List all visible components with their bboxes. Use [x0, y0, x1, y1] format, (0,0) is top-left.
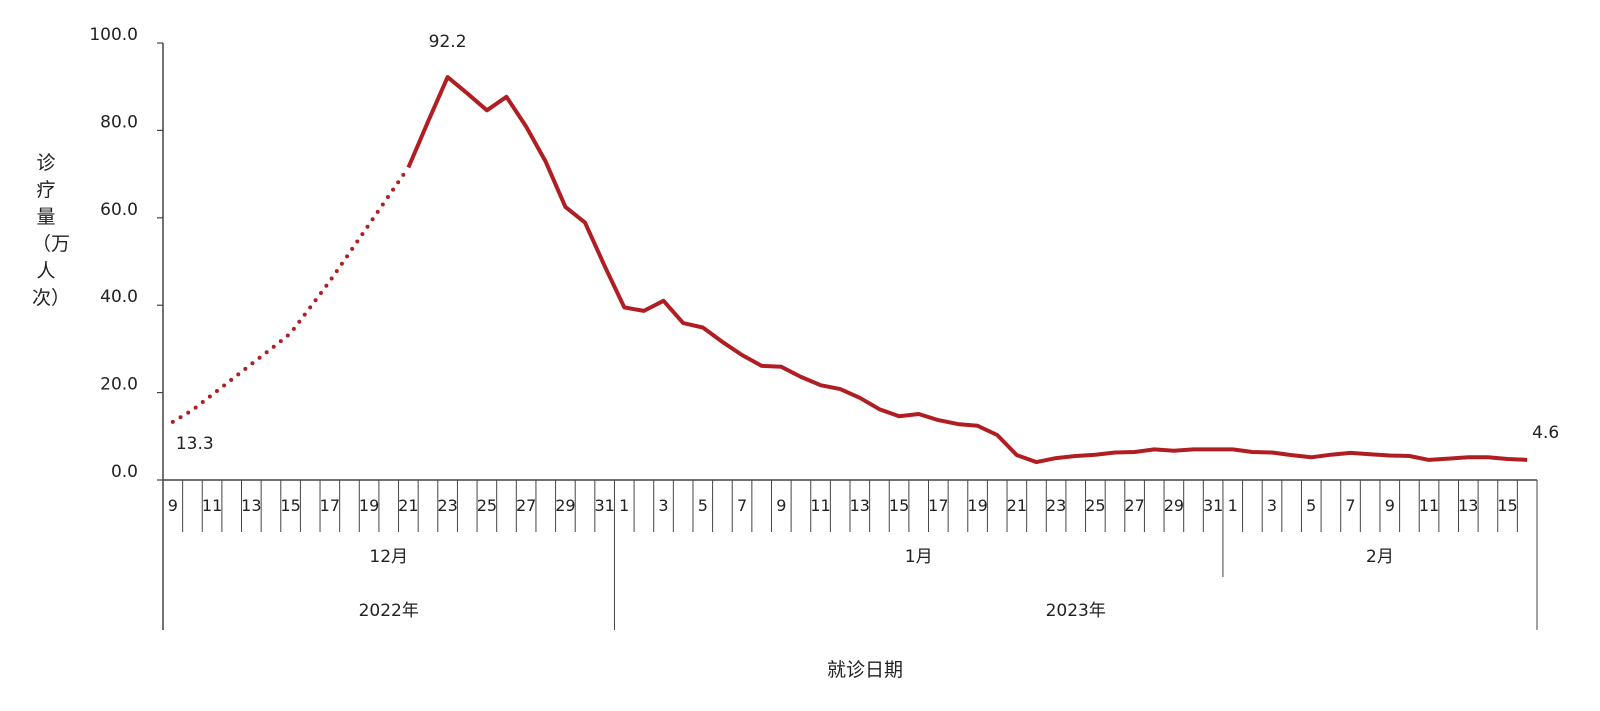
x-tick-label: 1: [1228, 496, 1238, 515]
x-tick-label: 11: [202, 496, 222, 515]
x-tick-label: 7: [737, 496, 747, 515]
y-axis: 0.0 20.0 40.0 60.0 80.0 100.0: [89, 25, 164, 630]
x-tick-label: 5: [1306, 496, 1316, 515]
data-labels: 13.3 92.2 4.6: [176, 32, 1559, 454]
series-line-dotted: [170, 165, 411, 424]
x-tick-label: 17: [928, 496, 948, 515]
x-tick-label: 15: [280, 496, 300, 515]
x-tick-label: 7: [1345, 496, 1355, 515]
x-tick-label: 11: [1419, 496, 1439, 515]
y-tick-label: 40.0: [100, 287, 138, 307]
x-tick-label: 17: [320, 496, 340, 515]
x-tick-label: 11: [810, 496, 830, 515]
data-label: 92.2: [429, 32, 467, 52]
x-tick-label: 23: [437, 496, 457, 515]
x-tick-label: 3: [658, 496, 668, 515]
series-line: [170, 75, 1528, 465]
x-tick-label: 25: [1085, 496, 1105, 515]
x-tick-label: 9: [776, 496, 786, 515]
x-tick-label: 19: [967, 496, 987, 515]
data-label: 13.3: [176, 434, 214, 454]
x-tick-label: 1: [619, 496, 629, 515]
x-tick-label: 31: [594, 496, 614, 515]
y-tick-label: 100.0: [89, 25, 138, 45]
year-label: 2023年: [1046, 601, 1106, 621]
x-tick-label: 21: [398, 496, 418, 515]
month-label: 2月: [1366, 547, 1394, 567]
x-tick-label: 19: [359, 496, 379, 515]
x-axis-label: 就诊日期: [827, 659, 903, 681]
x-tick-label: 13: [241, 496, 261, 515]
x-tick-label: 21: [1007, 496, 1027, 515]
x-tick-label: 29: [555, 496, 575, 515]
y-tick-label: 80.0: [100, 112, 138, 132]
y-tick-label: 0.0: [111, 462, 138, 482]
month-label: 12月: [369, 547, 408, 567]
x-tick-label: 23: [1046, 496, 1066, 515]
series-line-solid: [406, 75, 1528, 465]
year-label: 2022年: [359, 601, 419, 621]
x-tick-label: 15: [889, 496, 909, 515]
x-tick-label: 31: [1203, 496, 1223, 515]
data-label: 4.6: [1532, 423, 1559, 443]
y-tick-label: 60.0: [100, 200, 138, 220]
x-tick-label: 9: [1385, 496, 1395, 515]
x-tick-label: 27: [516, 496, 536, 515]
x-tick-label: 5: [698, 496, 708, 515]
x-tick-label: 3: [1267, 496, 1277, 515]
x-tick-label: 13: [1458, 496, 1478, 515]
x-tick-label: 25: [477, 496, 497, 515]
x-tick-label: 27: [1124, 496, 1144, 515]
y-tick-label: 20.0: [100, 375, 138, 395]
x-tick-label: 13: [850, 496, 870, 515]
month-label: 1月: [905, 547, 933, 567]
x-tick-label: 29: [1164, 496, 1184, 515]
x-tick-label: 15: [1497, 496, 1517, 515]
x-tick-label: 9: [168, 496, 178, 515]
